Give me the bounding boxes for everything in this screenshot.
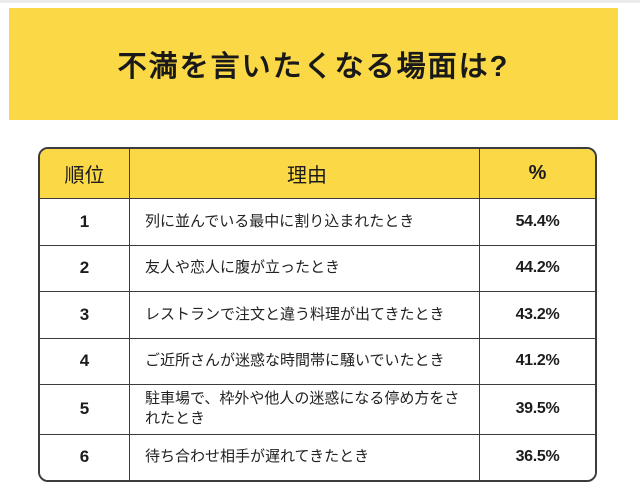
percent-value: 54.4%: [515, 212, 560, 230]
reason-value: 駐車場で、枠外や他人の迷惑になる停め方をされたとき: [145, 390, 460, 428]
percent-value: 41.2%: [515, 352, 560, 370]
rank-cell: 3: [40, 292, 130, 338]
reason-cell: ご近所さんが迷惑な時間帯に騒いでいたとき: [130, 338, 480, 384]
rank-value: 5: [79, 399, 90, 419]
rank-value: 6: [79, 447, 90, 467]
reason-value: 友人や恋人に腹が立ったとき: [145, 259, 341, 277]
table-row: 5 駐車場で、枠外や他人の迷惑になる停め方をされたとき 39.5%: [40, 384, 595, 434]
rank-cell: 1: [40, 199, 130, 245]
top-edge-divider: [0, 0, 640, 3]
reason-cell: 列に並んでいる最中に割り込まれたとき: [130, 199, 480, 245]
percent-value: 44.2%: [515, 259, 560, 277]
rank-value: 3: [79, 304, 90, 324]
ranking-table: 順位 理由 % 1 列に並んでいる最中に割り込まれたとき 54.4% 2 友人や…: [38, 147, 597, 482]
reason-value: 待ち合わせ相手が遅れてきたとき: [145, 448, 370, 466]
reason-cell: レストランで注文と違う料理が出てきたとき: [130, 292, 480, 338]
percent-cell: 44.2%: [480, 246, 595, 292]
table-header-row: 順位 理由 %: [40, 149, 595, 198]
percent-value: 39.5%: [515, 400, 560, 418]
table-row: 4 ご近所さんが迷惑な時間帯に騒いでいたとき 41.2%: [40, 337, 595, 385]
percent-value: 43.2%: [515, 305, 560, 323]
percent-cell: 54.4%: [480, 199, 595, 245]
percent-value: 36.5%: [515, 448, 560, 466]
reason-cell: 待ち合わせ相手が遅れてきたとき: [130, 434, 480, 480]
table-row: 2 友人や恋人に腹が立ったとき 44.2%: [40, 244, 595, 292]
rank-cell: 4: [40, 338, 130, 384]
rank-cell: 6: [40, 434, 130, 480]
header-rank: 順位: [40, 149, 130, 198]
rank-value: 4: [79, 351, 90, 371]
percent-cell: 41.2%: [480, 339, 595, 385]
percent-cell: 43.2%: [480, 292, 595, 338]
rank-cell: 5: [40, 385, 130, 434]
rank-value: 1: [79, 211, 90, 231]
title-banner: 不満を言いたくなる場面は?: [9, 8, 618, 120]
header-percent: %: [528, 162, 547, 184]
table-row: 3 レストランで注文と違う料理が出てきたとき 43.2%: [40, 291, 595, 338]
reason-cell: 友人や恋人に腹が立ったとき: [130, 245, 480, 291]
rank-value: 2: [79, 258, 90, 278]
reason-value: レストランで注文と違う料理が出てきたとき: [145, 305, 445, 323]
table-row: 1 列に並んでいる最中に割り込まれたとき 54.4%: [40, 198, 595, 245]
percent-cell: 39.5%: [480, 385, 595, 434]
reason-value: ご近所さんが迷惑な時間帯に騒いでいたとき: [145, 352, 445, 370]
reason-value: 列に並んでいる最中に割り込まれたとき: [145, 212, 415, 230]
percent-cell: 36.5%: [480, 435, 595, 481]
page-title: 不満を言いたくなる場面は?: [117, 51, 510, 83]
header-reason: 理由: [130, 149, 480, 198]
table-row: 6 待ち合わせ相手が遅れてきたとき 36.5%: [40, 433, 595, 481]
reason-cell: 駐車場で、枠外や他人の迷惑になる停め方をされたとき: [130, 385, 480, 434]
rank-cell: 2: [40, 245, 130, 291]
